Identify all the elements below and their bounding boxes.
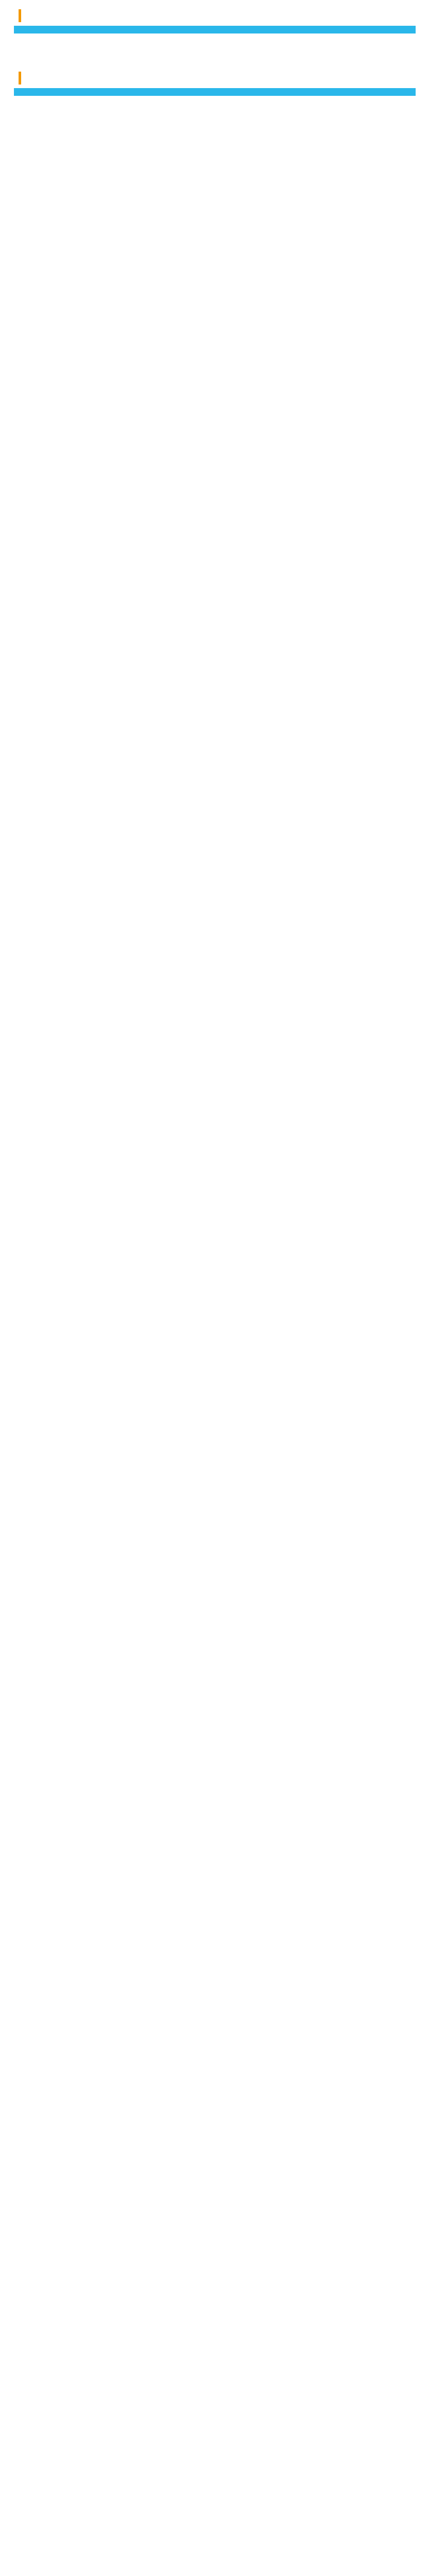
- cyan-rule: [14, 26, 416, 33]
- section-header: [14, 70, 416, 86]
- orange-bar: [19, 71, 21, 84]
- cyan-rule: [14, 88, 416, 96]
- params-section-2: [0, 46, 428, 96]
- section-header: [14, 7, 416, 24]
- orange-bar: [19, 9, 21, 22]
- params-section-1: [0, 0, 428, 33]
